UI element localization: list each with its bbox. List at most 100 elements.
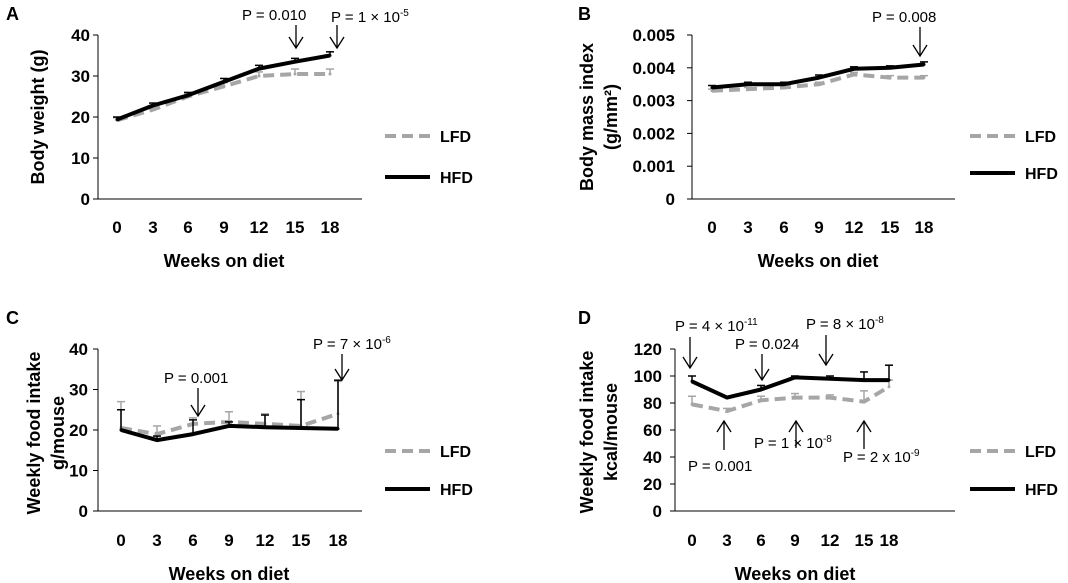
- panel-label: B: [578, 4, 591, 24]
- panel-label: C: [6, 308, 19, 328]
- p-value-base: P = 8 × 10: [806, 316, 875, 333]
- p-value-annotation: P = 1 × 10-8: [754, 419, 832, 452]
- y-axis-label: Weekly food intake kcal/mouse: [577, 351, 621, 514]
- x-tick-label: 3: [722, 531, 731, 550]
- x-tick-label: 15: [292, 531, 311, 550]
- y-axis-label-line: Body weight (g): [28, 50, 48, 185]
- data-point: [725, 396, 729, 400]
- p-value-annotation: P = 8 × 10-8: [806, 315, 884, 367]
- y-tick-label: 40: [69, 340, 88, 359]
- annotation-arrow-head: [754, 368, 770, 382]
- x-tick-label: 18: [915, 218, 934, 237]
- x-tick-label: 3: [148, 218, 157, 237]
- p-value-text: P = 8 × 10-8: [806, 315, 884, 333]
- x-tick-label: 12: [250, 218, 269, 237]
- data-point: [887, 378, 891, 382]
- p-value-text: P = 0.001: [164, 370, 228, 387]
- p-value-text: P = 0.001: [688, 458, 752, 475]
- x-axis-label: Weeks on diet: [164, 251, 285, 271]
- panel-d: D 0 20 40 60 80 100 120 0 3 6 9 12 15 18 Weeks on diet W…: [577, 308, 1058, 583]
- y-tick-label: 80: [643, 394, 662, 413]
- series-lfd: [113, 68, 334, 123]
- x-tick-label: 6: [756, 531, 765, 550]
- p-value-base: P = 0.001: [688, 458, 752, 475]
- annotation-arrow-head: [716, 419, 732, 433]
- data-point: [725, 409, 729, 413]
- legend-label-hfd: HFD: [1025, 482, 1058, 499]
- data-point: [793, 396, 797, 400]
- data-point: [115, 118, 119, 121]
- x-tick-label: 9: [224, 531, 233, 550]
- series-hfd: [708, 61, 928, 90]
- annotation-arrow-head: [788, 419, 804, 433]
- x-tick-label: 9: [790, 531, 799, 550]
- data-point: [690, 402, 694, 406]
- data-point: [186, 93, 190, 97]
- data-point: [222, 84, 226, 88]
- y-axis-label-line: Weekly food intake: [577, 351, 597, 514]
- legend-label-lfd: LFD: [1025, 444, 1056, 461]
- p-value-text: P = 1 × 10-8: [754, 434, 832, 452]
- data-point: [887, 385, 891, 389]
- legend-label-lfd: LFD: [1025, 129, 1056, 146]
- p-value-annotation: P = 2 x 10-9: [843, 419, 920, 466]
- p-value-text: P = 7 × 10-6: [313, 335, 391, 353]
- p-value-base: P = 4 × 10: [675, 318, 744, 335]
- p-value-text: P = 0.010: [242, 7, 306, 24]
- p-value-exponent: -5: [400, 8, 409, 19]
- p-value-annotation: P = 0.001: [164, 370, 228, 418]
- data-point: [710, 86, 714, 89]
- p-value-base: P = 2 x 10: [843, 449, 911, 466]
- data-point: [888, 76, 892, 80]
- data-point: [746, 82, 750, 86]
- data-point: [888, 66, 892, 70]
- p-value-base: P = 0.001: [164, 370, 228, 387]
- p-value-exponent: -11: [744, 317, 758, 328]
- p-value-exponent: -8: [875, 315, 884, 326]
- data-point: [852, 72, 856, 76]
- y-tick-label: 100: [634, 367, 662, 386]
- x-tick-label: 9: [814, 218, 823, 237]
- annotation-arrow-head: [682, 356, 698, 370]
- series-line-lfd: [691, 385, 891, 414]
- data-point: [293, 60, 297, 64]
- series-hfd: [117, 379, 342, 443]
- p-value-annotation: P = 4 × 10-11: [675, 317, 758, 370]
- data-point: [222, 80, 226, 84]
- p-value-exponent: -6: [382, 335, 391, 346]
- x-tick-label: 0: [707, 218, 716, 237]
- data-point: [155, 432, 159, 436]
- data-point: [862, 400, 866, 404]
- annotation-arrow-head: [190, 404, 206, 418]
- y-axis-label-line: Weekly food intake: [24, 352, 44, 515]
- p-value-text: P = 0.008: [872, 9, 936, 26]
- data-point: [710, 89, 714, 93]
- p-value-base: P = 0.024: [735, 336, 799, 353]
- x-tick-label: 12: [845, 218, 864, 237]
- x-tick-label: 3: [743, 218, 752, 237]
- y-axis-label-line: (g/mm²): [601, 84, 621, 150]
- data-point: [759, 388, 763, 391]
- p-value-base: P = 7 × 10: [313, 336, 382, 353]
- y-tick-label: 0.003: [632, 92, 675, 111]
- y-axis-label: Weekly food intake g/mouse: [24, 352, 68, 515]
- y-tick-label: 30: [69, 381, 88, 400]
- data-point: [151, 108, 155, 112]
- x-tick-label: 18: [880, 531, 899, 550]
- p-value-text: P = 0.024: [735, 336, 799, 353]
- panel-c: C 0 10 20 30 40 0 3 6 9 12 15 18 Weeks on diet Weekly …: [6, 308, 473, 583]
- data-point: [759, 398, 763, 402]
- series-lfd: [688, 379, 893, 414]
- data-point: [151, 104, 155, 107]
- data-point: [746, 87, 750, 91]
- y-tick-label: 0.002: [632, 124, 675, 143]
- y-tick-label: 20: [71, 108, 90, 127]
- x-axis-label: Weeks on diet: [169, 564, 290, 583]
- data-point: [922, 63, 926, 66]
- legend-label-lfd: LFD: [440, 129, 471, 146]
- y-tick-label: 0: [79, 502, 88, 521]
- data-point: [852, 67, 856, 71]
- y-tick-label: 0.001: [632, 157, 675, 176]
- panel-a: A 0 10 20 30 40 0 3 6 9 12 15 18 Weeks on diet Body we…: [6, 4, 473, 271]
- data-point: [119, 428, 123, 432]
